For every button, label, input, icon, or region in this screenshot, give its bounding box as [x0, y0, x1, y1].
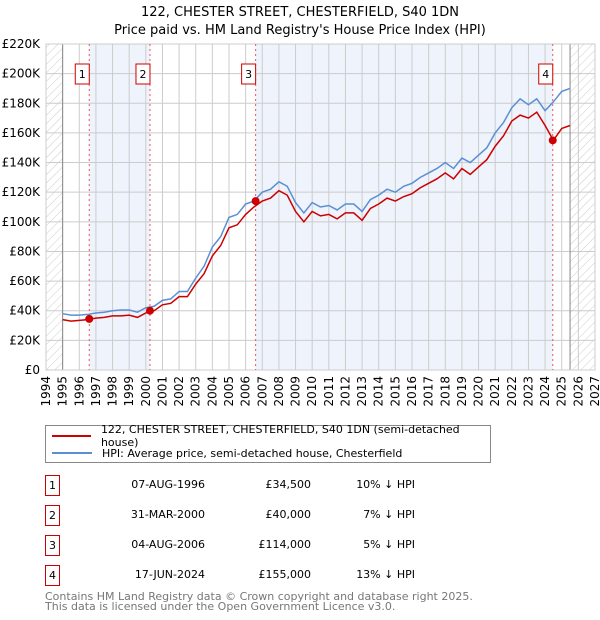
x-tick-label: 1998 [106, 376, 120, 407]
sale-label: 1 [79, 68, 86, 81]
sale-label: 4 [542, 68, 549, 81]
x-tick-label: 1995 [56, 376, 70, 407]
sale-date: 17-JUN-2024 [134, 568, 205, 581]
x-tick-label: 2023 [521, 376, 535, 407]
plot-border [45, 43, 596, 371]
sale-point [85, 314, 94, 323]
x-tick-label: 2007 [255, 376, 269, 407]
x-tick-label: 2009 [289, 376, 303, 407]
hatched-region [46, 44, 63, 370]
x-tick-label: 1996 [72, 376, 86, 407]
y-tick-label: £160K [2, 126, 42, 140]
sale-date: 04-AUG-2006 [131, 538, 205, 551]
sale-hpi-diff: 7% ↓ HPI [363, 508, 415, 521]
y-tick-label: £100K [2, 215, 42, 229]
x-tick-label: 2024 [538, 376, 552, 407]
hatched-region [570, 44, 595, 370]
sale-price: £40,000 [265, 508, 312, 521]
x-tick-label: 2011 [322, 376, 336, 407]
sale-hpi-diff: 10% ↓ HPI [356, 478, 415, 491]
sale-price: £114,000 [258, 538, 312, 551]
y-tick-label: £140K [2, 156, 42, 170]
x-tick-label: 2004 [205, 376, 219, 407]
hpi-line [62, 87, 571, 316]
sale-row: 4 17-JUN-2024 £155,000 13% ↓ HPI [45, 565, 465, 586]
x-tick-label: 2014 [372, 376, 386, 407]
x-tick-label: 2012 [338, 376, 352, 407]
x-tick-label: 2008 [272, 376, 286, 407]
sale-row: 1 07-AUG-1996 £34,500 10% ↓ HPI [45, 475, 465, 496]
legend-red-line [52, 435, 91, 437]
y-tick-label: £20K [9, 333, 41, 347]
sale-number: 3 [45, 535, 60, 556]
footer-licence: This data is licensed under the Open Gov… [45, 600, 396, 613]
sale-hpi-diff: 13% ↓ HPI [356, 568, 415, 581]
x-tick-label: 2006 [239, 376, 253, 407]
shaded-band [255, 44, 553, 370]
x-tick-label: 2001 [155, 376, 169, 407]
y-tick-label: £60K [9, 274, 41, 288]
sale-price: £155,000 [258, 568, 312, 581]
sale-number: 4 [45, 565, 60, 586]
x-tick-label: 2005 [222, 376, 236, 407]
shaded-band [89, 44, 150, 370]
x-tick-label: 2025 [555, 376, 569, 407]
x-tick-label: 2021 [488, 376, 502, 407]
x-tick-label: 2027 [588, 376, 600, 407]
sale-price: £34,500 [265, 478, 312, 491]
footer-copyright: Contains HM Land Registry data © Crown c… [45, 590, 473, 603]
sale-row: 3 04-AUG-2006 £114,000 5% ↓ HPI [45, 535, 465, 556]
sale-hpi-diff: 5% ↓ HPI [363, 538, 415, 551]
x-tick-label: 2002 [172, 376, 186, 407]
chart-subtitle: Price paid vs. HM Land Registry's House … [114, 23, 486, 38]
x-tick-label: 2018 [438, 376, 452, 407]
sale-number: 2 [45, 505, 60, 526]
legend-label-property: 122, CHESTER STREET, CHESTERFIELD, S40 1… [100, 423, 460, 449]
y-tick-label: £80K [9, 244, 41, 258]
sale-number: 1 [45, 475, 60, 496]
sale-label-box [135, 63, 151, 85]
y-tick-label: £0 [25, 363, 40, 377]
sale-point [548, 136, 557, 145]
legend: 122, CHESTER STREET, CHESTERFIELD, S40 1… [45, 423, 491, 463]
sale-row: 2 31-MAR-2000 £40,000 7% ↓ HPI [45, 505, 465, 526]
y-tick-label: £40K [9, 304, 41, 318]
x-tick-label: 2019 [455, 376, 469, 407]
legend-label-hpi: HPI: Average price, semi-detached house,… [102, 446, 403, 460]
y-tick-label: £120K [2, 185, 42, 199]
x-tick-label: 2015 [388, 376, 402, 407]
sale-label-box [74, 63, 90, 85]
x-tick-label: 2017 [422, 376, 436, 407]
sale-point [145, 306, 154, 315]
sale-label: 2 [139, 68, 146, 81]
y-tick-label: £180K [2, 96, 42, 110]
x-tick-label: 2026 [571, 376, 585, 407]
x-tick-label: 2016 [405, 376, 419, 407]
chart-title: 122, CHESTER STREET, CHESTERFIELD, S40 1… [140, 5, 460, 20]
sale-label-box [241, 63, 257, 85]
sale-label: 3 [245, 68, 252, 81]
sale-date: 07-AUG-1996 [131, 478, 205, 491]
legend-blue-line [52, 452, 92, 454]
x-tick-label: 2013 [355, 376, 369, 407]
x-tick-label: 2010 [305, 376, 319, 407]
x-tick-label: 2000 [139, 376, 153, 407]
y-tick-label: £200K [2, 67, 42, 81]
x-tick-label: 2022 [505, 376, 519, 407]
x-tick-label: 1999 [122, 376, 136, 407]
sale-point [251, 197, 260, 206]
sale-label-box [538, 63, 554, 85]
x-tick-label: 2020 [472, 376, 486, 407]
x-tick-label: 1997 [89, 376, 103, 407]
price-chart: 1994 1995 1996 1997 1998 1999 2000 2001 2002 2003… [2, 37, 600, 407]
sale-date: 31-MAR-2000 [130, 508, 205, 521]
y-tick-label: £220K [2, 37, 42, 51]
x-tick-label: 2003 [189, 376, 203, 407]
x-tick-label: 1994 [39, 376, 53, 407]
